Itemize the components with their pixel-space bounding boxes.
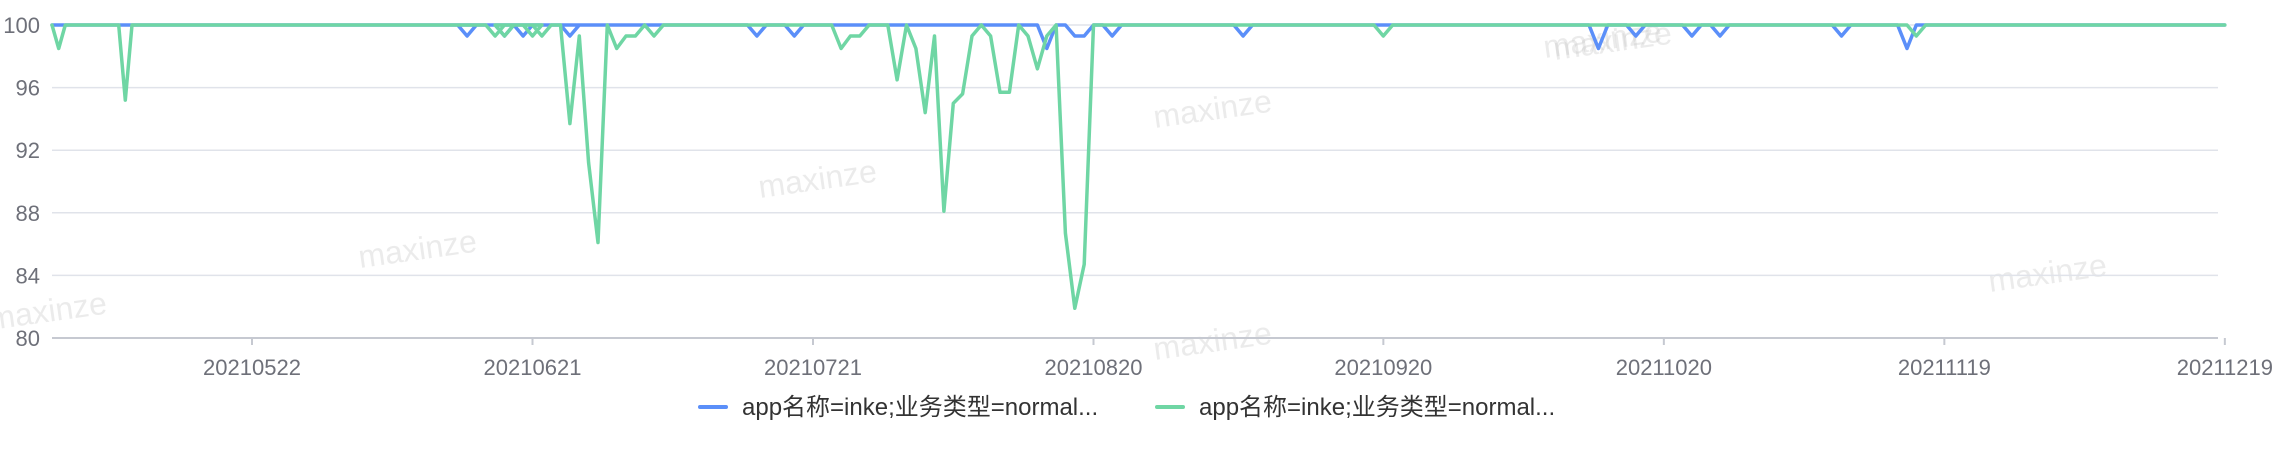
y-tick-label: 92 — [16, 138, 40, 163]
grid-lines — [52, 24, 2218, 339]
plot-area — [50, 23, 2227, 311]
x-tick-label: 20211219 — [2177, 355, 2273, 380]
legend-label: app名称=inke;业务类型=normal... — [1199, 394, 1555, 421]
legend-label: app名称=inke;业务类型=normal... — [742, 394, 1098, 421]
x-tick-label: 20210522 — [203, 355, 301, 380]
series-line-1[interactable] — [50, 23, 2227, 51]
y-tick-label: 88 — [16, 201, 40, 226]
y-tick-label: 80 — [16, 326, 40, 351]
y-tick-label: 84 — [16, 263, 40, 288]
y-tick-label: 100 — [3, 13, 40, 38]
legend-item-2[interactable]: app名称=inke;业务类型=normal... — [1155, 394, 1555, 421]
watermark-text: maxinze — [1151, 83, 1274, 135]
y-tick-label: 96 — [16, 76, 40, 101]
watermark-text: maxinze — [756, 153, 879, 205]
x-tick-label: 20210920 — [1334, 355, 1432, 380]
x-tick-label: 20211119 — [1898, 355, 1991, 380]
legend-item-1[interactable]: app名称=inke;业务类型=normal... — [698, 394, 1098, 421]
x-tick-label: 20210721 — [764, 355, 862, 380]
watermark-text: maxinze — [1151, 315, 1274, 367]
legend: app名称=inke;业务类型=normal... app名称=inke;业务类型… — [698, 394, 1555, 421]
watermarks: maxinze maxinze maxinze maxinze maxinze maxin… — [0, 13, 2109, 367]
x-tick-label: 20210820 — [1045, 355, 1143, 380]
watermark-text: maxinze — [356, 223, 479, 275]
x-tick-label: 20211020 — [1616, 355, 1712, 380]
y-axis: 80 84 88 92 96 100 — [3, 13, 40, 351]
series-line-2[interactable] — [50, 23, 2227, 311]
x-axis: 20210522 20210621 20210721 20210820 20210920… — [203, 338, 2273, 380]
watermark-text: maxinze — [1986, 247, 2109, 299]
watermark-text: maxinze — [1551, 15, 1674, 67]
x-tick-label: 20210621 — [484, 355, 582, 380]
